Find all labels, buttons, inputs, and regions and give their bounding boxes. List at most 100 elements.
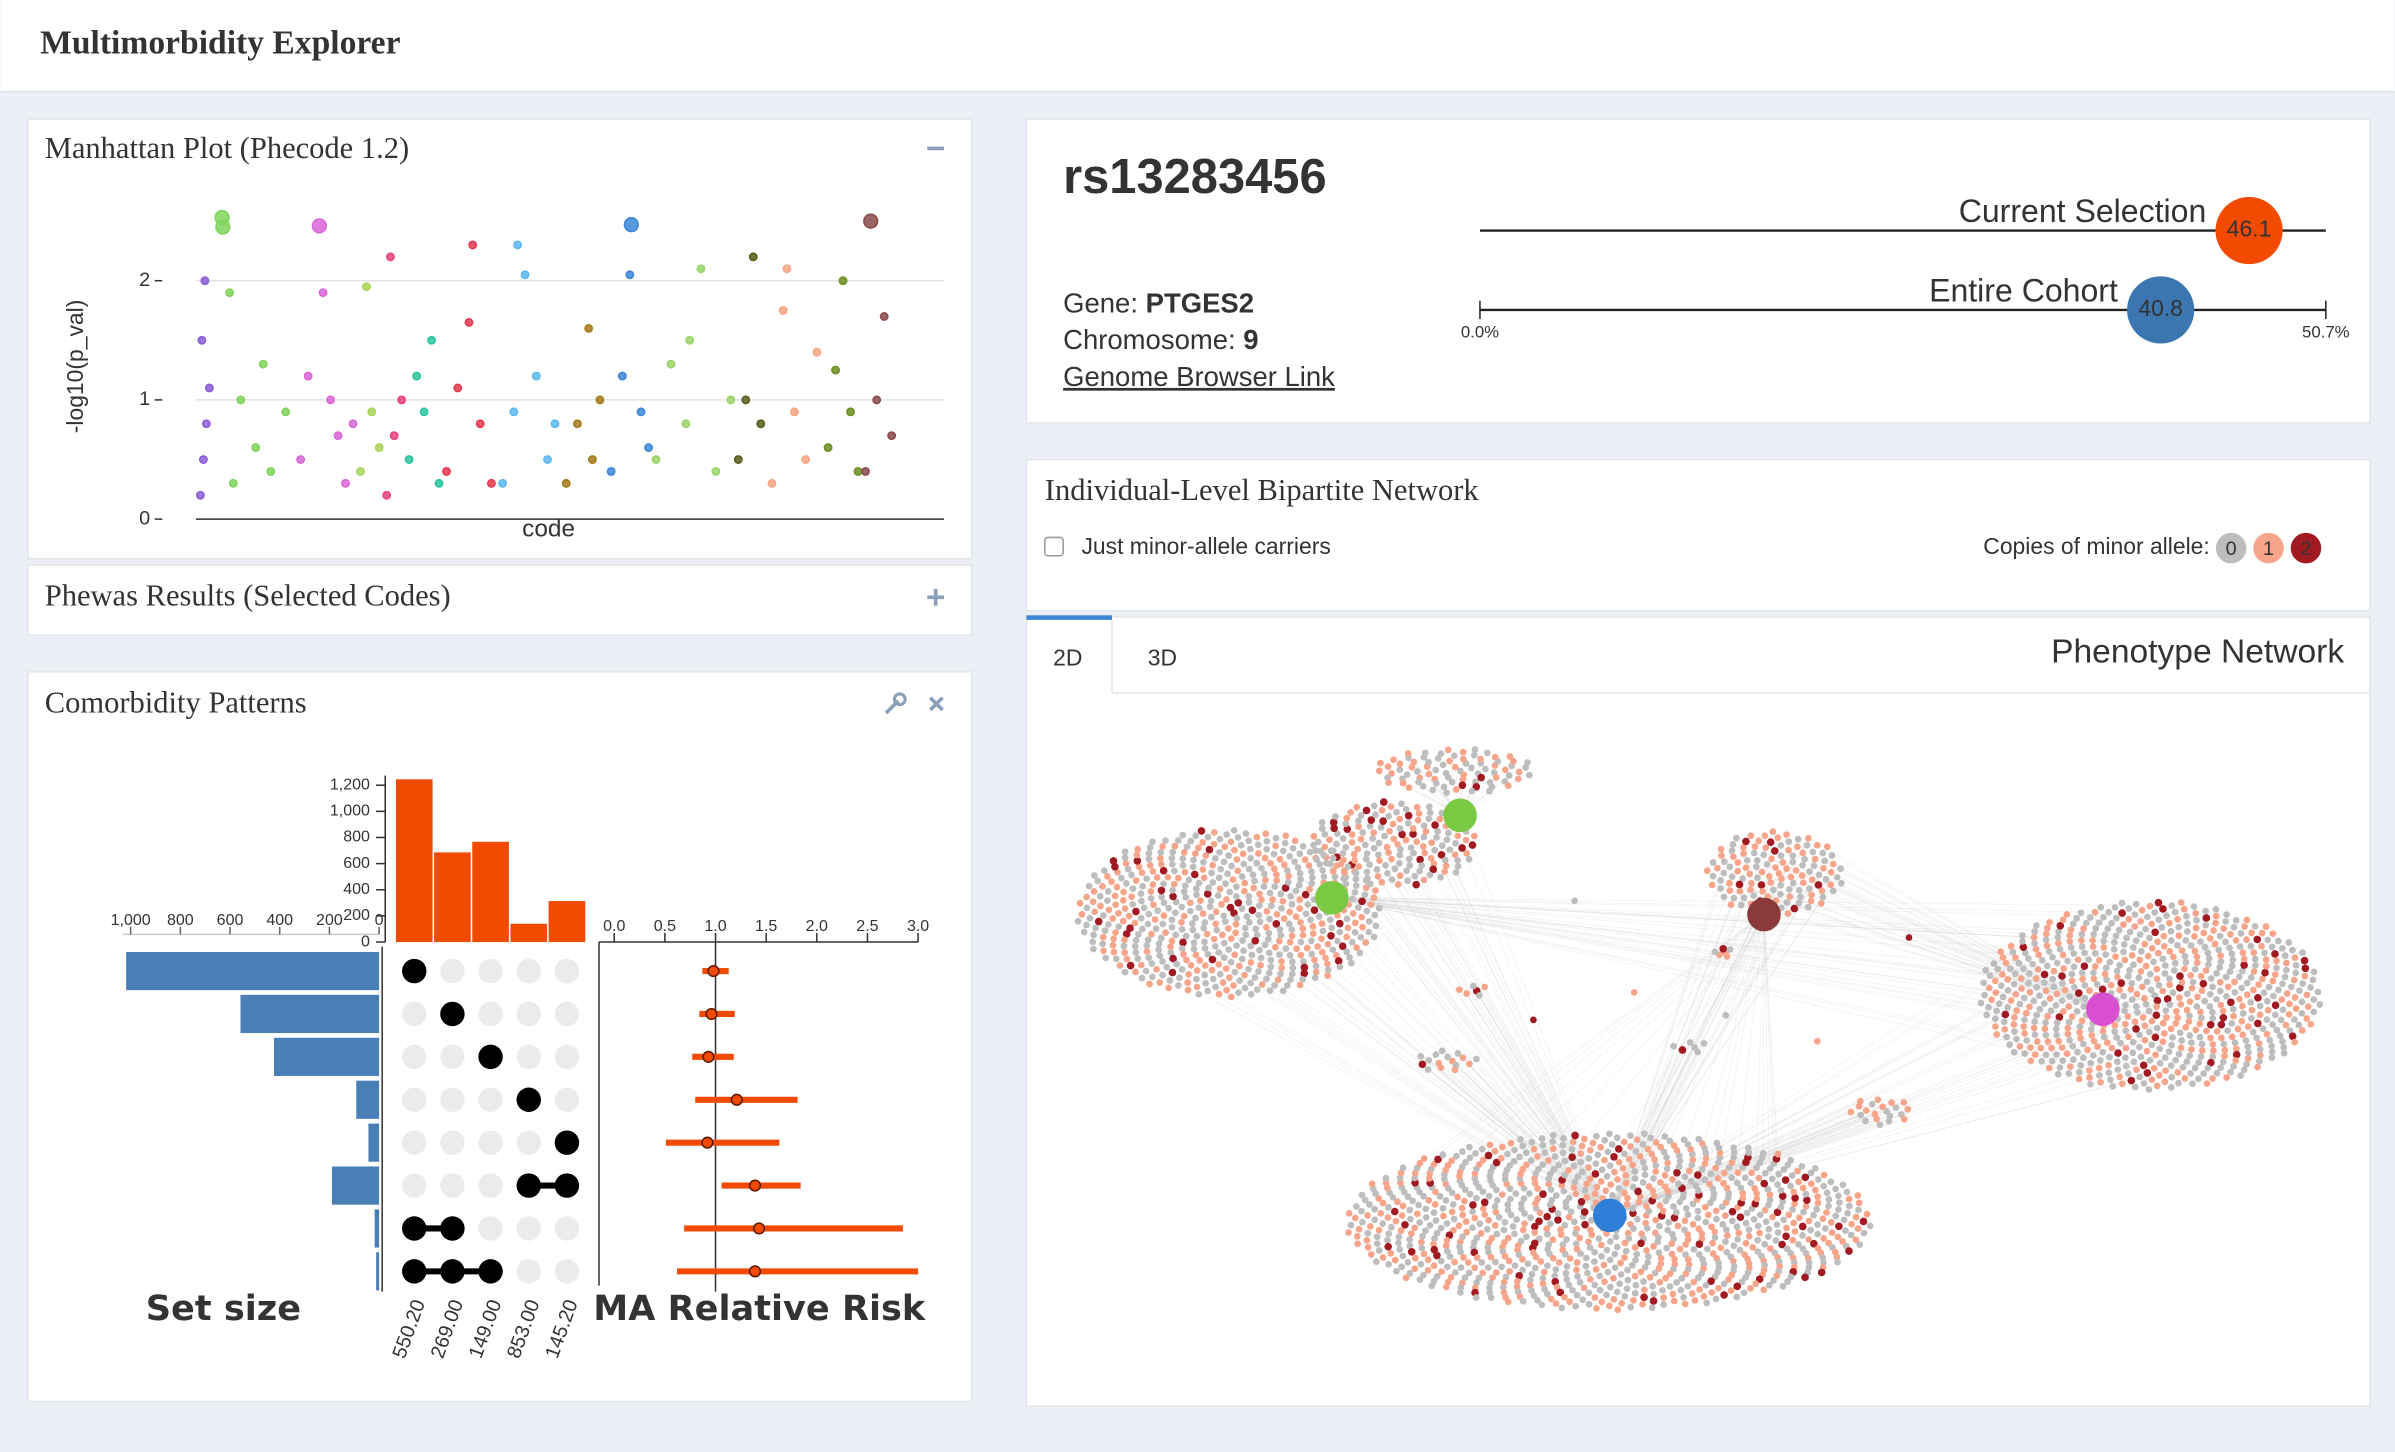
point [389,431,399,441]
individual-node [1774,1150,1782,1158]
genome-browser-link[interactable]: Genome Browser Link [1063,361,1335,392]
point [434,478,444,488]
individual-node [1718,852,1725,859]
individual-node [1241,924,1249,932]
individual-node [1190,856,1197,864]
point [498,478,508,488]
individual-node [2143,1069,2152,1077]
individual-node [1227,838,1235,846]
individual-node [1125,912,1133,920]
edge [1742,878,2104,1010]
individual-node [1238,955,1246,963]
individual-node [1817,900,1825,907]
individual-node [2200,1070,2208,1078]
panel-title: Manhattan Plot (Phecode 1.2) [45,131,409,165]
individual-node [1382,862,1389,869]
individual-node [2174,915,2181,923]
individual-node [2160,942,2168,950]
individual-node [1195,879,1203,887]
edge [1420,1056,1611,1216]
individual-node [1221,918,1229,925]
individual-node [1852,1236,1860,1244]
individual-node [1823,1189,1831,1197]
individual-node [1206,903,1214,911]
individual-node [1441,868,1449,875]
individual-node [2128,979,2136,987]
individual-node [2193,953,2201,961]
expand-button[interactable] [927,588,945,606]
point [397,395,407,405]
tab[interactable]: 3D [1148,645,1177,671]
individual-node [1115,909,1122,917]
individual-node [1460,1253,1467,1261]
collapse-button[interactable] [927,146,945,151]
point [520,270,530,280]
individual-node [1145,849,1153,857]
individual-node [2041,1025,2049,1033]
individual-node [1789,852,1797,860]
tab[interactable]: 2D [1053,645,1082,671]
individual-node [1285,920,1293,928]
individual-node [1178,903,1186,911]
individual-node [1629,1183,1637,1191]
close-button[interactable] [929,696,944,712]
individual-node [2290,976,2298,984]
individual-node [1607,1181,1615,1189]
individual-node [1549,1138,1556,1146]
individual-node [1475,1274,1483,1282]
individual-node [1585,1300,1593,1308]
individual-node [1149,867,1157,875]
individual-node [1288,926,1296,934]
individual-node [1573,1291,1581,1299]
individual-node [1396,1246,1404,1253]
chromosome-value: 9 [1243,324,1258,355]
individual-node [2095,919,2103,927]
individual-node [2092,924,2100,932]
individual-node [1271,982,1278,989]
individual-node [2193,959,2201,967]
individual-node [1384,1204,1392,1211]
individual-node [1827,881,1835,889]
individual-node [1983,1011,1991,1019]
individual-node [2217,1001,2225,1009]
individual-node [1566,1255,1574,1262]
individual-node [1783,831,1790,838]
individual-node [1994,965,2001,973]
individual-node [1583,1254,1590,1262]
individual-node [2124,1013,2132,1020]
individual-node [1126,961,1135,970]
individual-node [1591,1190,1599,1198]
individual-node [1171,842,1179,850]
checkbox-label[interactable]: Just minor-allele carriers [1081,533,1330,559]
settings-button[interactable] [884,692,907,715]
value-label: 40.8 [2138,295,2183,321]
individual-node [1791,1228,1799,1235]
individual-node [1637,1268,1645,1276]
individual-node [1409,830,1417,838]
individual-node [1233,942,1240,949]
individual-node [2183,1058,2191,1065]
individual-node [2209,1075,2216,1082]
individual-node [1110,935,1118,943]
individual-node [1657,1143,1665,1151]
individual-node [2086,1067,2093,1074]
individual-node [2231,989,2239,996]
individual-node [1406,1242,1414,1250]
individual-node [1419,782,1427,790]
checkbox[interactable] [1044,536,1064,557]
individual-node [1650,1290,1658,1298]
individual-node [1737,1184,1745,1192]
individual-node [2129,1049,2137,1057]
individual-node [1402,1274,1410,1282]
individual-node [2254,1063,2261,1071]
individual-node [2040,970,2049,979]
individual-node [1189,863,1197,871]
individual-node [1819,1215,1827,1223]
individual-node [2126,928,2134,936]
individual-node [2038,957,2046,964]
individual-node [2268,943,2276,951]
individual-node [1556,1288,1565,1297]
individual-node [1990,960,1998,967]
individual-node [1151,916,1159,923]
individual-node [1373,866,1381,873]
